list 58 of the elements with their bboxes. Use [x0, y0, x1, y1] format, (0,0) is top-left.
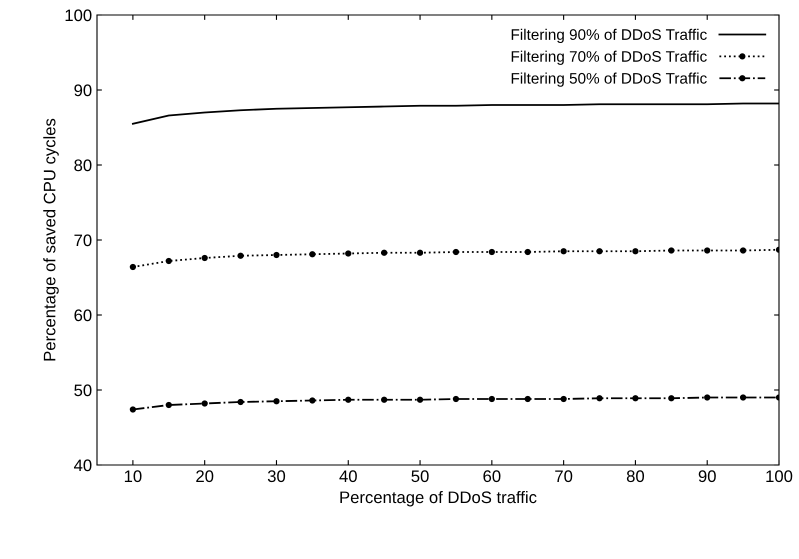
point	[704, 247, 710, 254]
point	[632, 395, 639, 402]
point	[416, 396, 424, 403]
y-tick-label: 90	[74, 84, 92, 96]
legend-label: Filtering 70% of DDoS Traffic	[512, 50, 707, 65]
y-axis-title: Percentage of saved CPU cycles	[43, 118, 59, 360]
point	[452, 248, 460, 256]
point	[166, 402, 172, 408]
point	[416, 250, 424, 256]
x-tick-label: 40	[339, 470, 357, 482]
point	[381, 396, 388, 403]
point	[488, 248, 495, 256]
point	[668, 247, 674, 254]
x-tick-label: 10	[124, 470, 142, 482]
point	[596, 395, 603, 402]
point	[560, 396, 567, 402]
point	[704, 394, 710, 401]
legend-label: Filtering 90% of DDoS Traffic	[512, 28, 707, 43]
y-tick-label: 60	[74, 309, 92, 322]
point	[202, 400, 208, 407]
point	[452, 396, 460, 402]
point	[345, 250, 352, 257]
point	[560, 248, 567, 254]
point	[202, 254, 208, 262]
x-tick-label: 100	[766, 470, 792, 482]
point	[632, 248, 639, 254]
point	[309, 251, 316, 258]
x-tick-label: 70	[555, 470, 572, 482]
y-tick-label: 70	[74, 234, 92, 246]
point	[309, 397, 316, 404]
point	[237, 252, 244, 259]
x-tick-label: 90	[698, 470, 716, 482]
point	[524, 396, 531, 402]
point	[130, 406, 136, 413]
y-tick-label: 80	[74, 159, 92, 172]
point	[273, 398, 280, 404]
point	[130, 264, 136, 270]
point	[345, 396, 352, 403]
y-tick-label: 50	[74, 384, 92, 396]
x-tick-label: 50	[411, 470, 429, 482]
point	[740, 394, 746, 401]
x-tick-label: 60	[483, 470, 500, 482]
point	[524, 248, 531, 256]
point	[668, 395, 674, 402]
y-tick-label: 40	[74, 459, 92, 472]
legend-label: Filtering 50% of DDoS Traffic	[512, 72, 707, 87]
x-tick-label: 80	[626, 470, 644, 482]
x-tick-label: 30	[268, 470, 286, 482]
point	[740, 247, 746, 254]
point	[381, 250, 388, 256]
y-tick-label: 100	[66, 9, 92, 22]
point	[237, 398, 244, 406]
point	[488, 396, 495, 402]
point	[166, 258, 172, 264]
x-tick-label: 20	[196, 470, 214, 482]
x-axis-title: Percentage of DDoS traffic	[340, 490, 537, 506]
point	[596, 248, 603, 254]
point	[273, 252, 280, 258]
